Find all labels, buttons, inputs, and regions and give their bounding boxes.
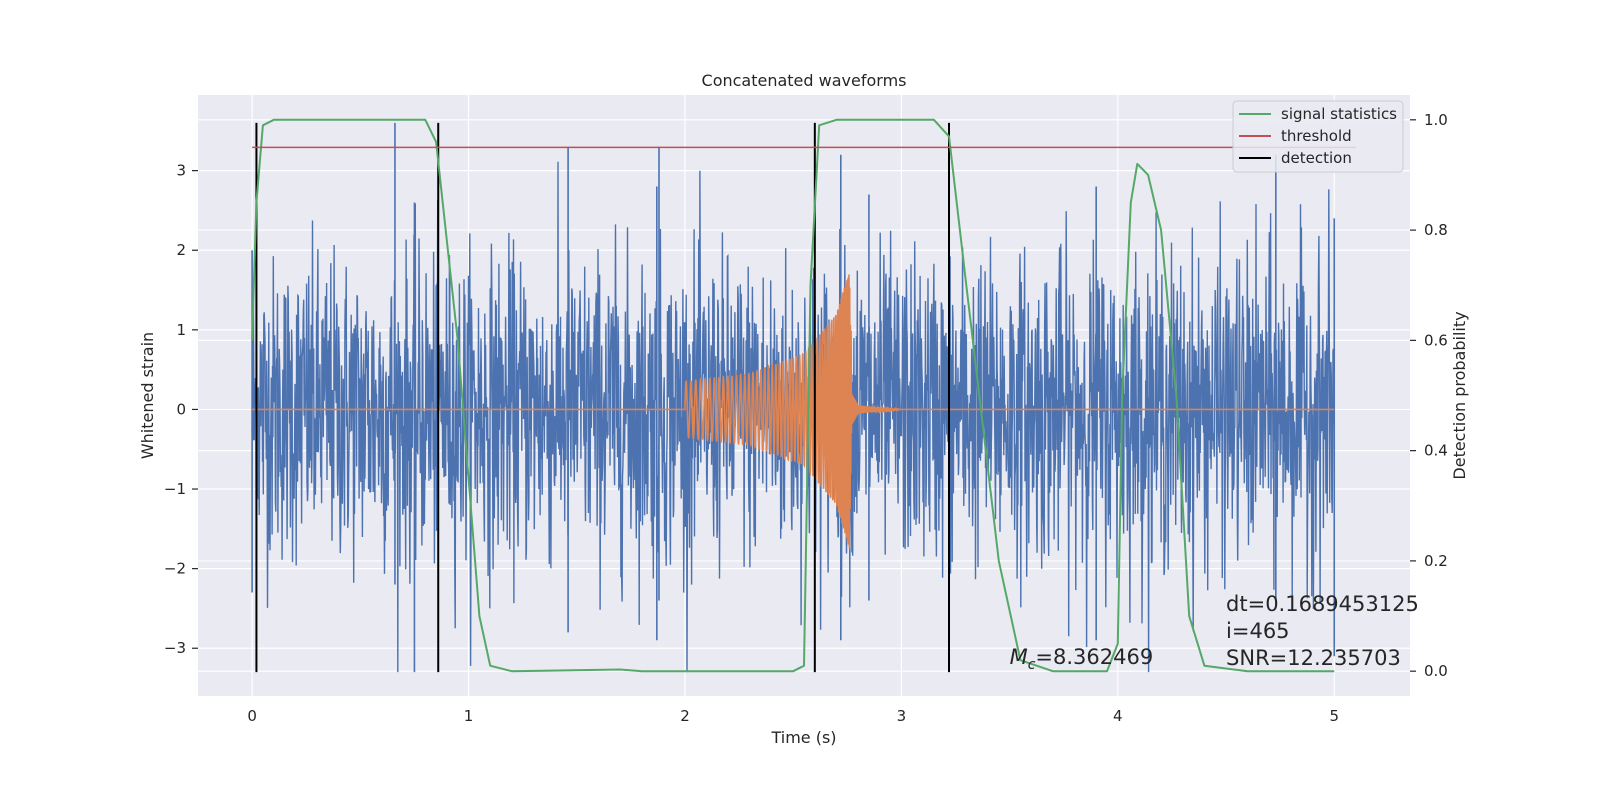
y2-tick-label: 0.4 bbox=[1424, 442, 1448, 460]
y-axis-label: Whitened strain bbox=[138, 332, 157, 459]
x-tick-label: 1 bbox=[464, 707, 474, 725]
chart-title: Concatenated waveforms bbox=[702, 71, 907, 90]
x-tick-label: 5 bbox=[1329, 707, 1339, 725]
signal-statistics-series bbox=[251, 118, 1335, 673]
y2-tick-label: 0.6 bbox=[1424, 331, 1448, 349]
y-tick-label: 3 bbox=[176, 162, 186, 180]
x-tick-label: 3 bbox=[897, 707, 907, 725]
signal-statistics-line bbox=[251, 118, 1335, 673]
injected-waveform-line bbox=[252, 274, 1335, 549]
y-tick-label: 1 bbox=[176, 321, 186, 339]
annotation-text: Mc=8.362469 bbox=[1010, 645, 1154, 673]
annotation-text: SNR=12.235703 bbox=[1226, 646, 1401, 670]
y2-tick-label: 0.8 bbox=[1424, 221, 1448, 239]
y2-axis-label: Detection probability bbox=[1450, 311, 1469, 479]
annotation-text: dt=0.1689453125 bbox=[1226, 592, 1419, 616]
legend-label: signal statistics bbox=[1281, 105, 1397, 123]
legend-label: threshold bbox=[1281, 127, 1352, 145]
x-tick-label: 4 bbox=[1113, 707, 1123, 725]
y2-tick-label: 0.2 bbox=[1424, 552, 1448, 570]
x-tick-label: 0 bbox=[247, 707, 257, 725]
y-tick-label: −1 bbox=[164, 480, 186, 498]
y-tick-label: 0 bbox=[176, 400, 186, 418]
y-tick-label: 2 bbox=[176, 241, 186, 259]
axis-ticks: 0 1 2 3 4 5 −3 −2 −1 0 1 2 3 0.0 0.2 0.4 0.6 0.8 1.0 bbox=[164, 111, 1448, 725]
strain-line bbox=[251, 161, 1335, 673]
annotation-text: i=465 bbox=[1226, 619, 1290, 643]
legend: signal statistics threshold detection bbox=[1232, 100, 1404, 173]
y-tick-label: −3 bbox=[164, 639, 186, 657]
legend-label: detection bbox=[1281, 149, 1352, 167]
x-axis-label: Time (s) bbox=[770, 728, 836, 747]
injected-waveform-series bbox=[252, 274, 1335, 549]
annotations: Mc=8.362469 dt=0.1689453125 i=465 SNR=12.2… bbox=[1010, 592, 1419, 673]
annotation-value: =8.362469 bbox=[1035, 645, 1153, 669]
x-tick-label: 2 bbox=[680, 707, 690, 725]
annotation-symbol: M bbox=[1010, 645, 1028, 669]
y2-tick-label: 0.0 bbox=[1424, 662, 1448, 680]
annotation-subscript: c bbox=[1028, 657, 1036, 673]
y-tick-label: −2 bbox=[164, 560, 186, 578]
legend-box bbox=[1232, 100, 1404, 173]
y2-tick-label: 1.0 bbox=[1424, 111, 1448, 129]
